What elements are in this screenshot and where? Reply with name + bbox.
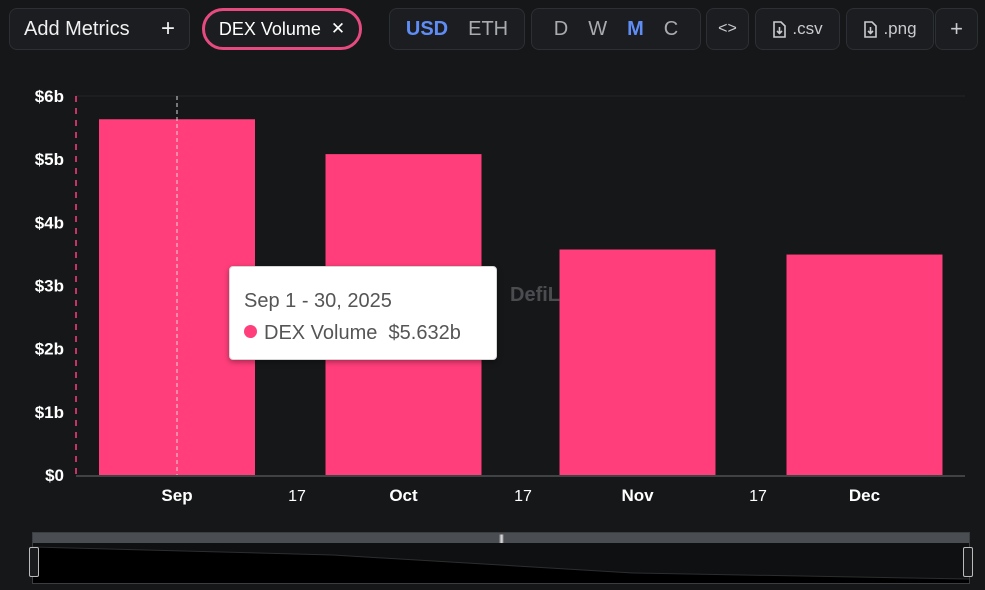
- y-tick-label: $0: [45, 466, 64, 485]
- metric-chip-dex-volume[interactable]: DEX Volume ✕: [202, 8, 362, 50]
- download-csv-button[interactable]: .csv: [755, 8, 840, 50]
- tooltip-series-name: DEX Volume: [264, 322, 378, 344]
- currency-usd-option[interactable]: USD: [405, 17, 449, 40]
- tooltip-value: $5.632b: [388, 322, 461, 344]
- period-toggle: D W M C: [531, 8, 701, 50]
- add-metrics-button[interactable]: Add Metrics +: [9, 8, 190, 50]
- y-tick-label: $3b: [35, 277, 64, 296]
- bar-nov: [559, 249, 716, 475]
- png-label: .png: [883, 19, 917, 38]
- period-d-option[interactable]: D: [553, 17, 569, 40]
- bar-chart: $0 $1b $2b $3b $4b $5b $6b Sep 17 Oct 17 Nov 17 Dec: [35, 87, 965, 505]
- slider-right-handle[interactable]: [963, 547, 973, 577]
- currency-eth-option[interactable]: ETH: [468, 17, 509, 40]
- slider-drag-bar[interactable]: |||: [33, 533, 969, 543]
- add-metrics-label: Add Metrics: [24, 17, 130, 40]
- x-tick-label: 17: [288, 488, 306, 505]
- slider-preview: [33, 546, 969, 583]
- x-tick-label: Sep: [161, 486, 192, 505]
- y-tick-label: $1b: [35, 403, 64, 422]
- x-tick-label: 17: [749, 488, 767, 505]
- x-tick-label: Oct: [389, 486, 418, 505]
- x-tick-label: Dec: [849, 486, 880, 505]
- tooltip-series-row: DEX Volume $5.632b: [244, 317, 482, 349]
- x-tick-label: 17: [514, 488, 532, 505]
- download-png-button[interactable]: .png: [846, 8, 934, 50]
- grip-icon: |||: [498, 533, 504, 543]
- plus-icon: +: [950, 16, 963, 41]
- metric-chip-label: DEX Volume: [218, 18, 321, 39]
- y-tick-label: $5b: [35, 150, 64, 169]
- x-tick-label: Nov: [621, 486, 654, 505]
- chart-tooltip: Sep 1 - 30, 2025 DEX Volume $5.632b: [229, 266, 497, 360]
- embed-button[interactable]: <>: [706, 8, 749, 50]
- more-options-button[interactable]: +: [935, 8, 978, 50]
- download-file-icon: [864, 20, 878, 38]
- csv-label: .csv: [792, 19, 823, 38]
- tooltip-date: Sep 1 - 30, 2025: [244, 290, 392, 312]
- code-icon: <>: [718, 20, 737, 37]
- slider-left-handle[interactable]: [29, 547, 39, 577]
- currency-toggle: USD ETH: [389, 8, 525, 50]
- period-w-option[interactable]: W: [588, 17, 608, 40]
- range-slider[interactable]: |||: [29, 532, 973, 584]
- plus-icon: +: [160, 15, 175, 42]
- y-tick-label: $4b: [35, 213, 64, 232]
- download-file-icon: [773, 20, 787, 38]
- watermark: DefiL: [510, 284, 560, 306]
- series-dot-icon: [244, 325, 257, 339]
- close-icon[interactable]: ✕: [330, 19, 346, 38]
- period-m-option[interactable]: M: [627, 17, 644, 40]
- y-tick-label: $6b: [35, 87, 64, 106]
- y-tick-label: $2b: [35, 340, 64, 359]
- period-c-option[interactable]: C: [663, 17, 679, 40]
- bar-dec: [786, 254, 943, 475]
